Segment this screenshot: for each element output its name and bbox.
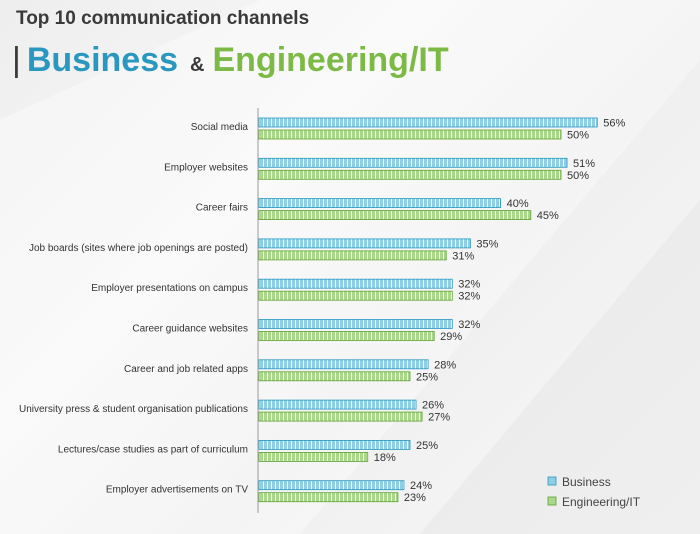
category-label: Career and job related apps	[124, 364, 248, 375]
chart-subtitle: | Business & Engineering/IT	[12, 40, 449, 87]
category-label: Career guidance websites	[132, 324, 248, 335]
category-label: Lectures/case studies as part of curricu…	[58, 444, 248, 455]
bar-engineering	[258, 411, 423, 422]
bar-engineering	[258, 290, 453, 301]
bar-business	[258, 157, 568, 168]
bar-business	[258, 117, 598, 128]
category-label: Employer presentations on campus	[91, 283, 248, 294]
bar-business	[258, 238, 471, 249]
bar-business	[258, 399, 417, 410]
data-label-engineering: 29%	[440, 331, 462, 343]
subtitle-business: Business	[26, 41, 179, 79]
category-label: University press & student organisation …	[19, 404, 248, 415]
category-label: Employer advertisements on TV	[106, 485, 248, 496]
category-label: Social media	[191, 122, 249, 133]
data-label-business: 40%	[507, 198, 529, 210]
data-label-engineering: 50%	[567, 130, 589, 142]
data-label-business: 25%	[416, 440, 438, 452]
data-label-business: 56%	[603, 118, 625, 130]
bar-business	[258, 198, 502, 209]
category-label: Career fairs	[196, 203, 248, 214]
data-label-engineering: 27%	[428, 412, 450, 424]
category-label: Employer websites	[164, 162, 248, 173]
data-label-engineering: 45%	[537, 210, 559, 222]
subtitle-engineering: Engineering/IT	[212, 41, 449, 79]
bar-engineering	[258, 210, 532, 221]
legend-label-business: Business	[562, 475, 611, 489]
data-label-engineering: 50%	[567, 170, 589, 182]
bar-engineering	[258, 250, 447, 261]
legend-swatch-business	[547, 476, 557, 486]
data-label-business: 24%	[410, 480, 432, 492]
data-label-engineering: 25%	[416, 371, 438, 383]
data-label-business: 32%	[458, 319, 480, 331]
data-label-business: 51%	[573, 158, 595, 170]
bar-engineering	[258, 169, 562, 180]
data-label-business: 35%	[476, 238, 498, 250]
data-label-business: 28%	[434, 359, 456, 371]
bar-engineering	[258, 451, 369, 462]
data-label-business: 32%	[458, 279, 480, 291]
bar-engineering	[258, 331, 435, 341]
bar-engineering	[258, 129, 562, 140]
bar-business	[258, 278, 453, 289]
bar-business	[258, 359, 429, 370]
page-title: Top 10 communication channels	[16, 8, 310, 29]
category-label: Job boards (sites where job openings are…	[29, 243, 248, 254]
data-label-business: 26%	[422, 400, 444, 412]
data-label-engineering: 31%	[452, 250, 474, 262]
data-label-engineering: 23%	[404, 492, 426, 504]
legend-label-engineering: Engineering/IT	[562, 495, 641, 509]
data-label-engineering: 18%	[374, 452, 396, 464]
bar-engineering	[258, 371, 411, 382]
bar-business	[258, 480, 405, 491]
subtitle-divider: |	[12, 41, 21, 79]
legend-swatch-engineering	[547, 496, 557, 506]
bar-business	[258, 439, 411, 450]
data-label-engineering: 32%	[458, 291, 480, 303]
bar-business	[258, 319, 453, 329]
bar-engineering	[258, 492, 399, 503]
subtitle-ampersand: &	[190, 54, 205, 76]
